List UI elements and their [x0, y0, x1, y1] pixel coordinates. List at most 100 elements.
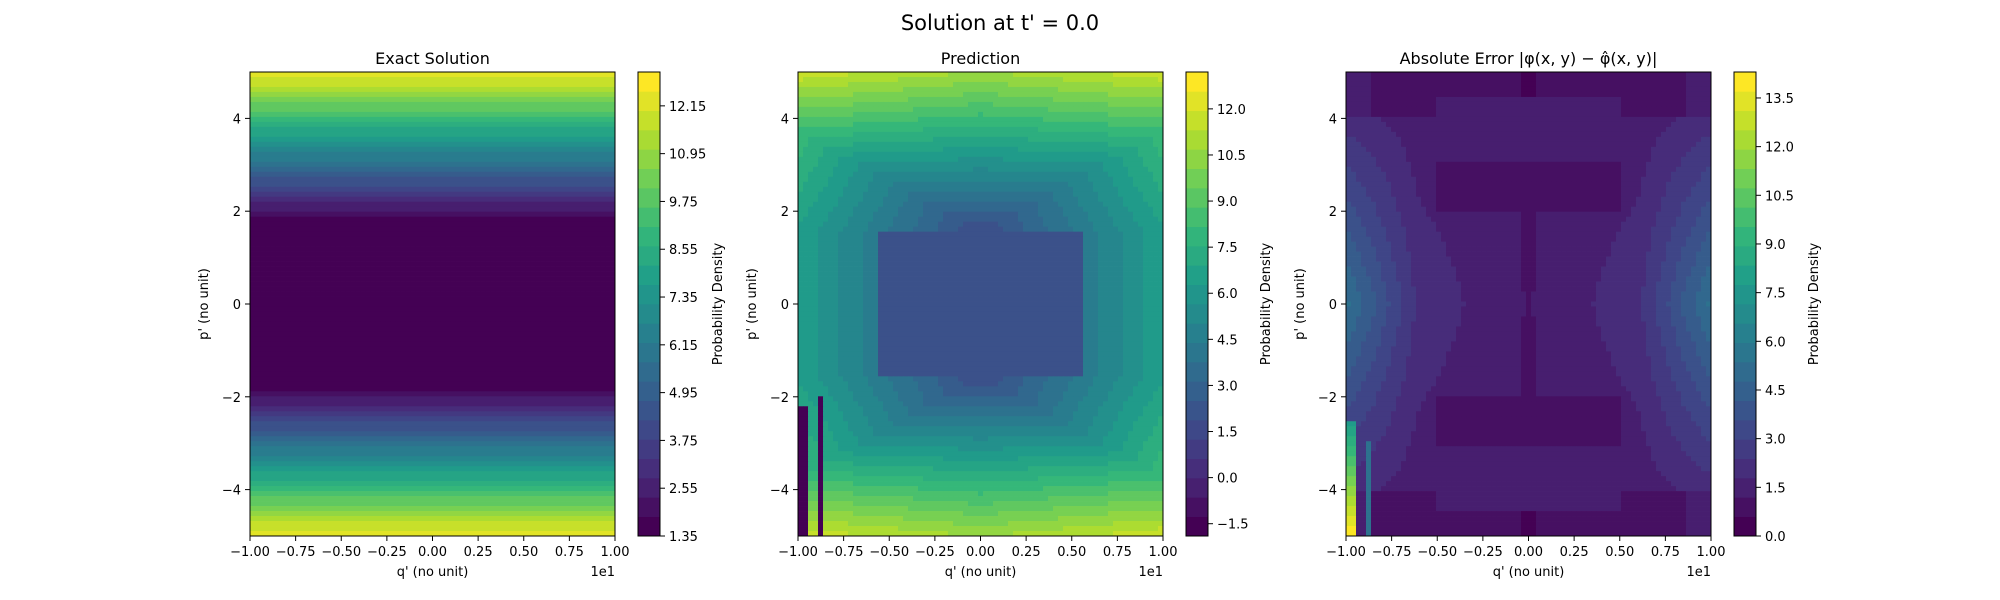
- heatmap-cell: [295, 151, 301, 158]
- heatmap-cell: [580, 351, 586, 357]
- heatmap-cell: [610, 116, 616, 123]
- heatmap-cell: [285, 396, 291, 402]
- heatmap-cell: [430, 391, 436, 397]
- heatmap-cell: [550, 376, 556, 382]
- heatmap-cell: [490, 366, 496, 372]
- heatmap-cell: [350, 116, 356, 123]
- heatmap-cell: [580, 331, 586, 337]
- heatmap-cell: [565, 246, 571, 252]
- heatmap-cell: [430, 266, 436, 272]
- heatmap-cell: [550, 101, 556, 108]
- heatmap-cell: [290, 101, 296, 108]
- heatmap-cell: [260, 236, 266, 242]
- heatmap-cell: [285, 366, 291, 372]
- heatmap-cell: [370, 216, 376, 223]
- heatmap-cell: [445, 101, 451, 108]
- heatmap-cell: [595, 116, 601, 123]
- heatmap-cell: [590, 331, 596, 337]
- heatmap-cell: [260, 381, 266, 387]
- heatmap-cell: [355, 306, 361, 312]
- heatmap-cell: [485, 151, 491, 158]
- heatmap-cell: [495, 296, 501, 302]
- heatmap-cell: [340, 401, 346, 407]
- heatmap-cell: [395, 411, 401, 417]
- heatmap-cell: [375, 141, 381, 148]
- heatmap-cell: [275, 136, 281, 143]
- heatmap-cell: [300, 371, 306, 377]
- heatmap-cell: [460, 186, 466, 193]
- heatmap-cell: [330, 186, 336, 193]
- heatmap-cell: [360, 306, 366, 312]
- heatmap-cell: [360, 251, 366, 257]
- heatmap-cell: [355, 336, 361, 342]
- heatmap-cell: [440, 81, 446, 88]
- heatmap-cell: [285, 296, 291, 302]
- heatmap-cell: [525, 96, 531, 103]
- heatmap-cell: [265, 386, 271, 392]
- heatmap-cell: [340, 291, 346, 297]
- heatmap-cell: [515, 386, 521, 392]
- heatmap-cell: [500, 201, 506, 208]
- heatmap-cell: [400, 171, 406, 178]
- heatmap-cell: [390, 121, 396, 128]
- heatmap-cell: [425, 306, 431, 312]
- heatmap-cell: [510, 256, 516, 262]
- heatmap-cell: [355, 221, 361, 228]
- heatmap-cell: [315, 401, 321, 407]
- heatmap-cell: [300, 236, 306, 242]
- heatmap-cell: [320, 406, 326, 412]
- heatmap-cell: [595, 331, 601, 337]
- heatmap-cell: [395, 111, 401, 118]
- heatmap-cell: [550, 171, 556, 178]
- heatmap-cell: [610, 386, 616, 392]
- heatmap-cell: [365, 196, 371, 203]
- heatmap-cell: [605, 191, 611, 198]
- heatmap-cell: [395, 401, 401, 407]
- heatmap-cell: [285, 316, 291, 322]
- heatmap-cell: [475, 276, 481, 282]
- heatmap-cell: [370, 236, 376, 242]
- heatmap-cell: [260, 301, 266, 307]
- heatmap-cell: [330, 246, 336, 252]
- heatmap-cell: [570, 296, 576, 302]
- heatmap-cell: [360, 81, 366, 88]
- heatmap-cell: [395, 326, 401, 332]
- heatmap-cell: [310, 281, 316, 287]
- heatmap-cell: [585, 101, 591, 108]
- heatmap-cell: [475, 221, 481, 228]
- heatmap-cell: [515, 141, 521, 148]
- heatmap-cell: [575, 226, 581, 233]
- heatmap-cell: [540, 301, 546, 307]
- heatmap-cell: [330, 201, 336, 208]
- heatmap-cell: [610, 151, 616, 158]
- heatmap-cell: [330, 181, 336, 188]
- heatmap-cell: [270, 356, 276, 362]
- heatmap-cell: [355, 126, 361, 133]
- heatmap-cell: [560, 101, 566, 108]
- heatmap-cell: [300, 226, 306, 233]
- heatmap-cell: [570, 341, 576, 347]
- heatmap-cell: [510, 276, 516, 282]
- heatmap-cell: [345, 386, 351, 392]
- heatmap-cell: [525, 261, 531, 267]
- heatmap-cell: [385, 236, 391, 242]
- heatmap-cell: [540, 361, 546, 367]
- heatmap-cell: [295, 251, 301, 257]
- heatmap-cell: [550, 106, 556, 113]
- heatmap-cell: [550, 276, 556, 282]
- heatmap-cell: [605, 366, 611, 372]
- heatmap-cell: [430, 301, 436, 307]
- heatmap-cell: [545, 91, 551, 98]
- heatmap-cell: [510, 281, 516, 287]
- heatmap-cell: [340, 286, 346, 292]
- heatmap-cell: [525, 191, 531, 198]
- heatmap-cell: [340, 301, 346, 307]
- heatmap-cell: [450, 371, 456, 377]
- heatmap-cell: [340, 256, 346, 262]
- heatmap-cell: [575, 241, 581, 247]
- heatmap-cell: [420, 181, 426, 188]
- heatmap-cell: [260, 106, 266, 113]
- heatmap-cell: [475, 226, 481, 233]
- heatmap-cell: [555, 91, 561, 98]
- heatmap-cell: [360, 261, 366, 267]
